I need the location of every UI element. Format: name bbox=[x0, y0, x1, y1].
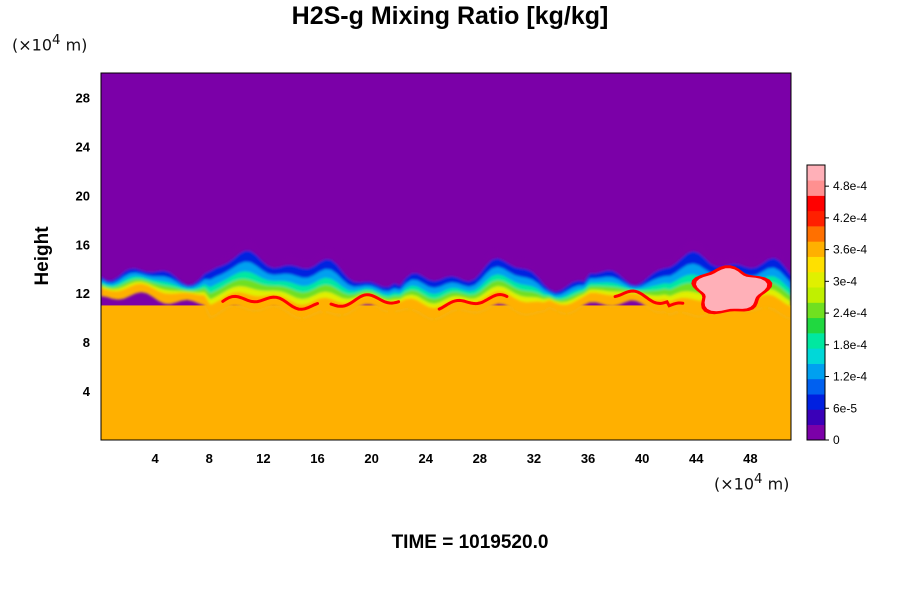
patch-core bbox=[696, 268, 768, 312]
colorbar-swatch bbox=[807, 195, 825, 212]
x-tick-label: 4 bbox=[152, 451, 160, 466]
colorbar-swatch bbox=[807, 271, 825, 288]
colorbar-tick-label: 0 bbox=[833, 433, 840, 447]
y-ticks: 4 8 12 16 20 24 28 bbox=[76, 90, 91, 399]
colorbar-swatch bbox=[807, 394, 825, 410]
x-tick-label: 40 bbox=[635, 451, 649, 466]
y-tick-label: 24 bbox=[76, 139, 91, 154]
colorbar-tick-label: 3e-4 bbox=[833, 274, 857, 288]
y-unit-exponent: 4 bbox=[52, 33, 61, 48]
plot-frame bbox=[100, 72, 792, 441]
streak-1 bbox=[329, 293, 401, 308]
x-tick-label: 12 bbox=[256, 451, 270, 466]
colorbar-swatch bbox=[807, 287, 825, 303]
region-mixed-layer bbox=[101, 305, 791, 440]
x-tick-label: 48 bbox=[743, 451, 757, 466]
colorbar-frame bbox=[806, 164, 826, 441]
colorbar-swatch bbox=[807, 317, 825, 334]
colorbar-tick-label: 6e-5 bbox=[833, 401, 857, 415]
colorbar-swatch bbox=[807, 165, 825, 181]
colorbar-tick-label: 2.4e-4 bbox=[833, 306, 867, 320]
colorbar-swatch bbox=[807, 333, 825, 349]
x-tick-label: 32 bbox=[527, 451, 541, 466]
streak-3 bbox=[613, 289, 685, 308]
x-unit-label: (×104 m) bbox=[714, 472, 789, 493]
transition-contour-5 bbox=[101, 281, 791, 320]
region-transition-layer bbox=[101, 238, 791, 320]
x-tick-label: 36 bbox=[581, 451, 595, 466]
streak-0 bbox=[221, 294, 319, 311]
y-tick-label: 20 bbox=[76, 188, 90, 203]
x-tick-label: 28 bbox=[473, 451, 487, 466]
colorbar-tick-label: 4.2e-4 bbox=[833, 211, 867, 225]
colorbar-tick-label: 4.8e-4 bbox=[833, 179, 867, 193]
time-label: TIME = 1019520.0 bbox=[391, 532, 549, 553]
colorbar-swatch bbox=[807, 378, 825, 395]
x-tick-label: 20 bbox=[364, 451, 378, 466]
y-tick-label: 28 bbox=[76, 90, 90, 105]
x-tick-label: 16 bbox=[310, 451, 324, 466]
y-tick-label: 12 bbox=[76, 286, 90, 301]
colorbar: 0 6e-5 1.2e-4 1.8e-4 2.4e-4 3e-4 3.6e-4 4.2e-4 4… bbox=[806, 164, 867, 447]
colorbar-tick-label: 1.8e-4 bbox=[833, 338, 867, 352]
colorbar-swatch bbox=[807, 302, 825, 319]
x-tick-label: 44 bbox=[689, 451, 704, 466]
x-unit-prefix: (×10 bbox=[714, 474, 755, 494]
x-tick-label: 8 bbox=[206, 451, 213, 466]
y-tick-label: 4 bbox=[83, 384, 91, 399]
heatmap-field bbox=[101, 73, 791, 440]
x-ticks: 4 8 12 16 20 24 28 32 36 40 44 48 bbox=[152, 451, 758, 466]
streak-2 bbox=[437, 292, 509, 311]
colorbar-tick-label: 3.6e-4 bbox=[833, 243, 867, 257]
colorbar-swatch bbox=[807, 226, 825, 242]
y-tick-label: 16 bbox=[76, 237, 90, 252]
x-unit-exponent: 4 bbox=[754, 472, 763, 487]
y-tick-label: 8 bbox=[83, 335, 90, 350]
x-unit-suffix: m) bbox=[762, 474, 790, 494]
colorbar-tick-label: 1.2e-4 bbox=[833, 370, 867, 384]
colorbar-swatch bbox=[807, 241, 825, 257]
colorbar-swatch bbox=[807, 348, 825, 364]
colorbar-swatch bbox=[807, 256, 825, 273]
colorbar-swatch bbox=[807, 409, 825, 426]
y-unit-prefix: (×10 bbox=[12, 35, 53, 55]
x-tick-label: 24 bbox=[418, 451, 433, 466]
colorbar-swatch bbox=[807, 424, 825, 441]
colorbar-swatch bbox=[807, 363, 825, 380]
y-unit-suffix: m) bbox=[60, 35, 88, 55]
colorbar-swatch bbox=[807, 210, 825, 227]
chart-title: H2S-g Mixing Ratio [kg/kg] bbox=[291, 2, 609, 30]
y-unit-label: (×104 m) bbox=[12, 33, 87, 54]
colorbar-swatch bbox=[807, 180, 825, 196]
